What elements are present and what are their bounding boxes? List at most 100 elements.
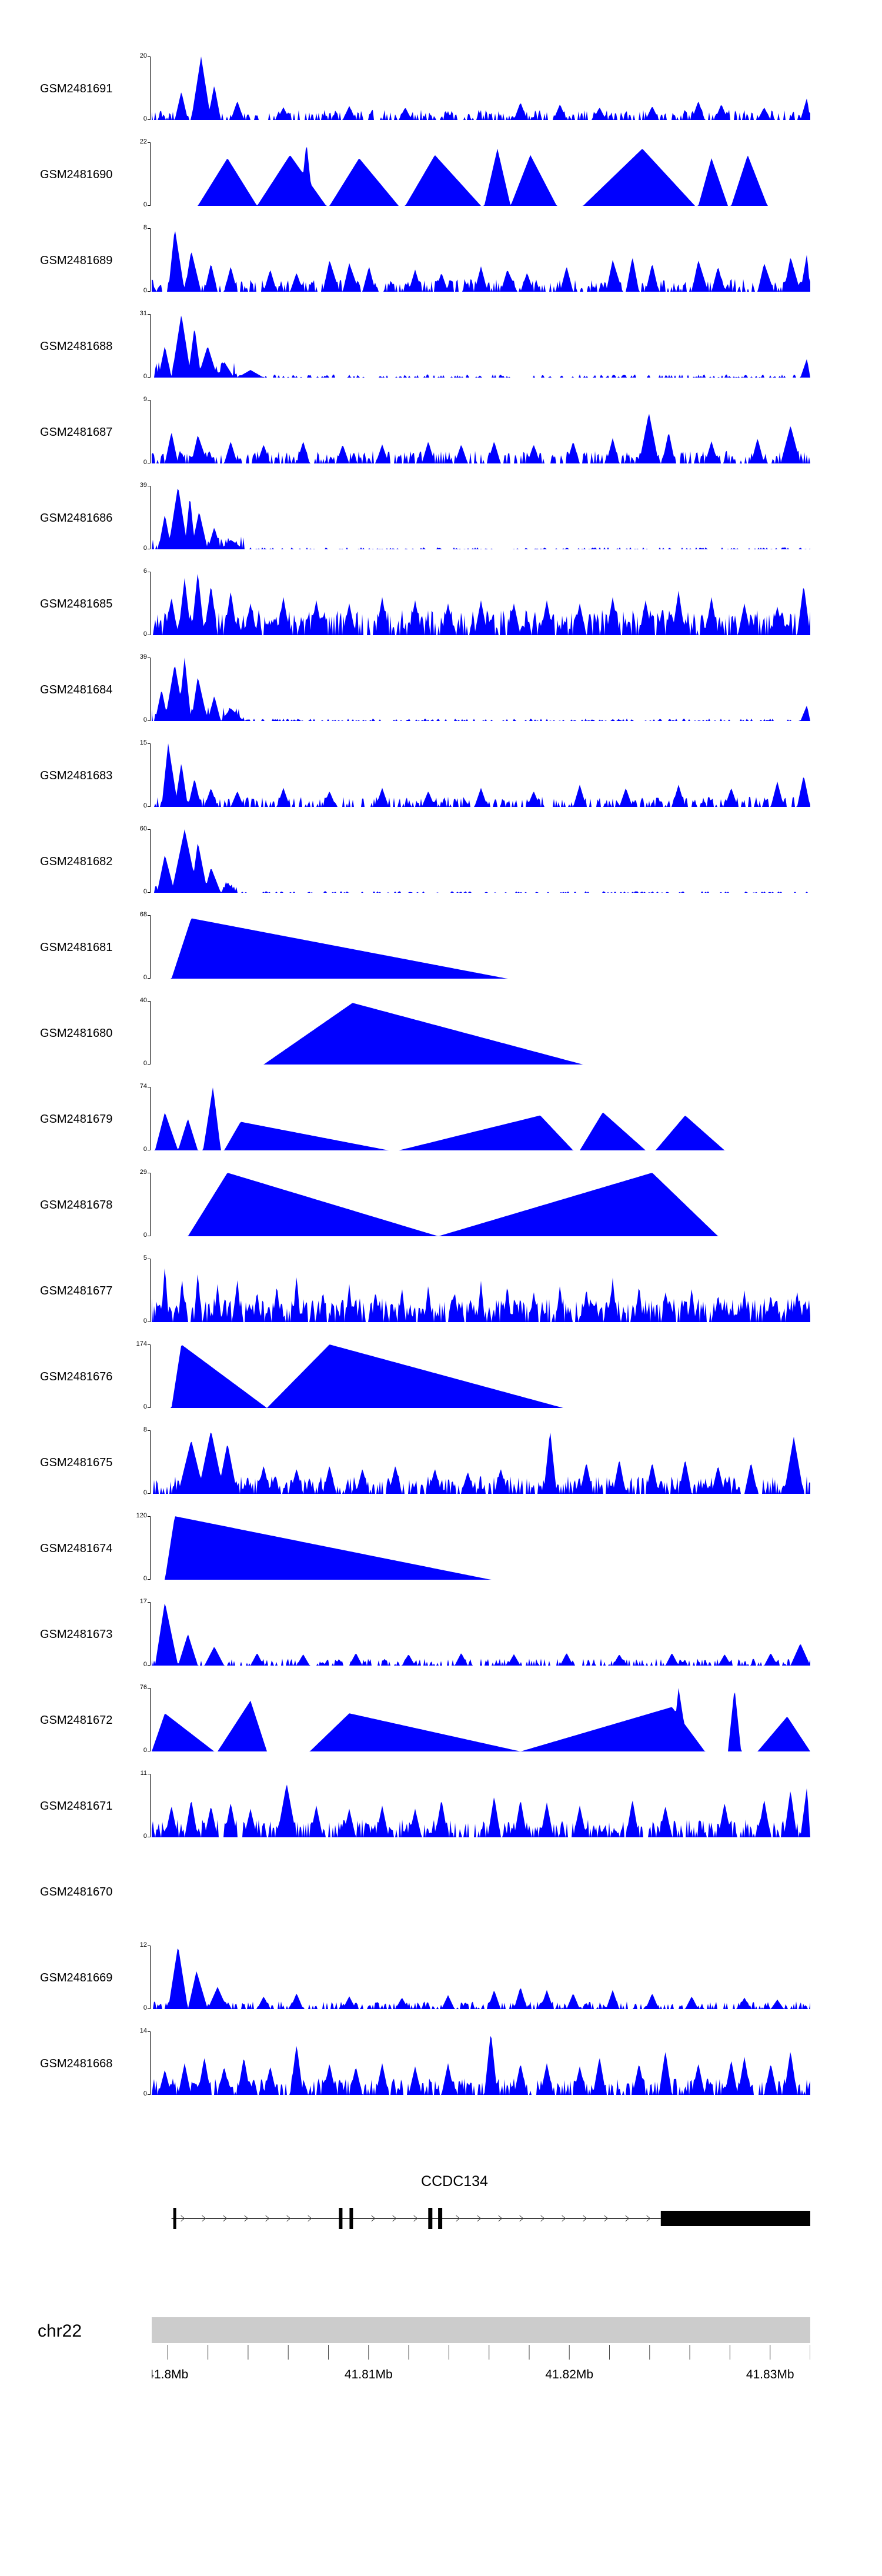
signal-area bbox=[152, 1344, 810, 1408]
gene-model bbox=[171, 2208, 810, 2229]
signal-area bbox=[152, 1432, 810, 1494]
signal-polygon bbox=[152, 573, 810, 635]
track-row: GSM2481684 39 0 bbox=[0, 653, 882, 743]
y-axis-max-label: 22 bbox=[139, 138, 147, 145]
y-axis-zero-label: 0 bbox=[143, 1317, 147, 1324]
signal-area bbox=[152, 146, 810, 206]
track-row: GSM2481673 17 0 bbox=[0, 1598, 882, 1688]
track-label: GSM2481687 bbox=[40, 426, 113, 439]
y-axis-max-label: 68 bbox=[139, 911, 147, 918]
y-axis-max-label: 39 bbox=[139, 482, 147, 489]
ideogram-bar bbox=[152, 2317, 810, 2343]
y-axis-line bbox=[148, 915, 151, 979]
track-row: GSM2481689 8 0 bbox=[0, 224, 882, 314]
track-label: GSM2481671 bbox=[40, 1800, 113, 1813]
y-axis-zero-label: 0 bbox=[143, 115, 147, 122]
track-row: GSM2481685 6 0 bbox=[0, 568, 882, 658]
signal-polygon bbox=[152, 1087, 810, 1150]
signal-polygon bbox=[152, 1784, 810, 1837]
track-row: GSM2481674 120 0 bbox=[0, 1512, 882, 1602]
exon-rect bbox=[438, 2208, 443, 2229]
track-row: GSM2481672 76 0 bbox=[0, 1684, 882, 1774]
signal-area bbox=[152, 413, 810, 463]
y-axis-zero-label: 0 bbox=[143, 287, 147, 294]
track-label: GSM2481672 bbox=[40, 1714, 113, 1727]
y-axis-line bbox=[148, 572, 151, 635]
y-axis-max-label: 8 bbox=[143, 1426, 147, 1433]
track-label: GSM2481680 bbox=[40, 1027, 113, 1040]
y-axis-zero-label: 0 bbox=[143, 1489, 147, 1496]
strand-arrow-icon bbox=[244, 2215, 249, 2222]
signal-polygon bbox=[152, 315, 810, 378]
strand-arrow-icon bbox=[413, 2215, 418, 2222]
y-axis-max-label: 31 bbox=[139, 310, 147, 317]
track-row: GSM2481681 68 0 bbox=[0, 911, 882, 1001]
y-axis-line bbox=[148, 1688, 151, 1751]
signal-area bbox=[152, 1688, 810, 1751]
strand-arrow-icon bbox=[265, 2215, 270, 2222]
track-row: GSM2481680 40 0 bbox=[0, 997, 882, 1087]
strand-arrow-icon bbox=[562, 2215, 566, 2222]
track-label: GSM2481668 bbox=[40, 2057, 113, 2070]
track-row: GSM2481682 60 0 bbox=[0, 825, 882, 915]
y-axis-max-label: 14 bbox=[139, 2027, 147, 2034]
signal-area bbox=[152, 918, 810, 979]
track-row: GSM2481688 31 0 bbox=[0, 310, 882, 400]
strand-arrow-icon bbox=[202, 2215, 206, 2222]
signal-area bbox=[152, 829, 810, 893]
strand-arrow-icon bbox=[519, 2215, 524, 2222]
track-label: GSM2481681 bbox=[40, 941, 113, 954]
y-axis-max-label: 20 bbox=[139, 52, 147, 59]
y-axis-max-label: 5 bbox=[143, 1254, 147, 1262]
y-axis-line bbox=[148, 829, 151, 893]
track-label: GSM2481682 bbox=[40, 855, 113, 868]
y-axis-line bbox=[148, 314, 151, 378]
strand-arrow-icon bbox=[498, 2215, 503, 2222]
ruler-tick-label: 41.81Mb bbox=[345, 2368, 393, 2381]
track-row: GSM2481679 74 0 bbox=[0, 1083, 882, 1173]
y-axis-max-label: 120 bbox=[136, 1512, 147, 1519]
strand-arrow-icon bbox=[308, 2215, 312, 2222]
ruler-tick-label: 41.8Mb bbox=[152, 2368, 188, 2381]
track-row: GSM2481670 bbox=[0, 1860, 882, 1946]
y-axis-zero-label: 0 bbox=[143, 1747, 147, 1754]
track-label: GSM2481683 bbox=[40, 769, 113, 782]
ruler-tick-label: 41.83Mb bbox=[746, 2368, 794, 2381]
track-row: GSM2481690 22 0 bbox=[0, 138, 882, 228]
y-axis-line bbox=[148, 1602, 151, 1666]
exon-rect bbox=[173, 2208, 176, 2229]
y-axis-line bbox=[148, 1001, 151, 1065]
y-axis-zero-label: 0 bbox=[143, 1232, 147, 1239]
y-axis-line bbox=[148, 1173, 151, 1236]
gene-name-label: CCDC134 bbox=[421, 2173, 488, 2190]
track-label: GSM2481676 bbox=[40, 1370, 113, 1383]
y-axis-zero-label: 0 bbox=[143, 2004, 147, 2011]
y-axis-max-label: 8 bbox=[143, 224, 147, 231]
track-row: GSM2481668 14 0 bbox=[0, 2027, 882, 2117]
signal-polygon bbox=[152, 1173, 810, 1236]
y-axis-zero-label: 0 bbox=[143, 630, 147, 638]
signal-area bbox=[152, 1516, 810, 1580]
track-label: GSM2481670 bbox=[40, 1886, 113, 1898]
y-axis-line bbox=[148, 2031, 151, 2095]
track-label: GSM2481678 bbox=[40, 1199, 113, 1212]
track-label: GSM2481679 bbox=[40, 1113, 113, 1126]
signal-area bbox=[152, 1784, 810, 1837]
strand-arrow-icon bbox=[583, 2215, 587, 2222]
exon-rect bbox=[428, 2208, 433, 2229]
signal-area bbox=[152, 1603, 810, 1666]
signal-area bbox=[152, 1268, 810, 1322]
track-label: GSM2481684 bbox=[40, 683, 113, 696]
y-axis-zero-label: 0 bbox=[143, 974, 147, 981]
track-label: GSM2481685 bbox=[40, 598, 113, 610]
signal-polygon bbox=[152, 1432, 810, 1494]
signal-polygon bbox=[152, 1268, 810, 1322]
y-axis-zero-label: 0 bbox=[143, 1146, 147, 1153]
y-axis-max-label: 17 bbox=[139, 1598, 147, 1605]
signal-area bbox=[152, 573, 810, 635]
y-axis-max-label: 15 bbox=[139, 739, 147, 746]
y-axis-zero-label: 0 bbox=[143, 459, 147, 466]
ruler-tick-label: 41.82Mb bbox=[545, 2368, 593, 2381]
y-axis-zero-label: 0 bbox=[143, 716, 147, 723]
track-row: GSM2481675 8 0 bbox=[0, 1426, 882, 1516]
